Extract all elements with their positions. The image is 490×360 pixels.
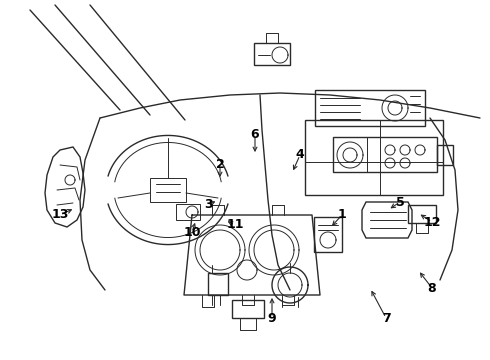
Bar: [208, 273, 228, 295]
Bar: [333, 137, 437, 172]
Text: 11: 11: [226, 219, 244, 231]
Text: 9: 9: [268, 311, 276, 324]
Bar: [150, 178, 186, 202]
Text: 13: 13: [51, 208, 69, 221]
Bar: [254, 43, 290, 65]
Text: 3: 3: [204, 198, 212, 211]
Bar: [305, 120, 443, 195]
Text: 4: 4: [295, 148, 304, 162]
Text: 6: 6: [251, 129, 259, 141]
Text: 5: 5: [395, 195, 404, 208]
Bar: [408, 205, 436, 223]
Bar: [315, 90, 425, 126]
Text: 10: 10: [183, 225, 201, 238]
Text: 7: 7: [382, 311, 391, 324]
Text: 1: 1: [338, 208, 346, 221]
Text: 12: 12: [423, 216, 441, 229]
Text: 2: 2: [216, 158, 224, 171]
Bar: [314, 217, 342, 252]
Bar: [232, 300, 264, 318]
Bar: [437, 145, 453, 165]
Text: 8: 8: [428, 282, 436, 294]
Bar: [176, 204, 200, 220]
